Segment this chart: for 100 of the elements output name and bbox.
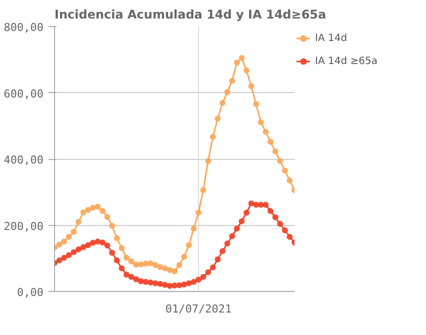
point — [118, 265, 125, 272]
point — [181, 254, 188, 260]
point — [190, 278, 197, 285]
point — [85, 207, 92, 214]
point — [253, 202, 260, 208]
point — [152, 280, 158, 286]
point — [262, 202, 269, 208]
point — [128, 274, 134, 280]
point — [268, 208, 274, 214]
point — [229, 233, 236, 240]
point — [272, 214, 278, 220]
point — [162, 265, 168, 272]
point — [229, 78, 236, 84]
point — [66, 234, 72, 240]
point — [166, 282, 173, 289]
point — [114, 257, 120, 264]
point — [200, 187, 206, 194]
point — [205, 158, 212, 164]
point — [238, 218, 245, 224]
point — [56, 257, 62, 264]
point — [90, 204, 96, 211]
point — [282, 227, 288, 234]
point — [100, 239, 106, 246]
y-tick-label: 600,00 — [4, 87, 44, 100]
point — [80, 244, 86, 250]
point — [133, 262, 140, 268]
point — [234, 60, 240, 66]
point — [220, 248, 226, 254]
point — [244, 210, 250, 216]
point — [220, 100, 226, 106]
point — [248, 83, 254, 90]
point — [76, 246, 82, 252]
point — [224, 240, 230, 246]
point — [56, 241, 62, 248]
point — [148, 260, 154, 266]
point — [214, 116, 221, 122]
point — [272, 148, 278, 154]
point — [90, 240, 96, 246]
y-tick-label: 0,00 — [17, 286, 44, 299]
point — [186, 280, 192, 286]
point — [80, 209, 86, 216]
point — [128, 258, 134, 264]
point — [157, 264, 164, 270]
x-tick-label: 01/07/2021 — [165, 302, 232, 316]
point — [94, 204, 101, 210]
point — [277, 220, 284, 227]
point — [109, 250, 116, 256]
point — [196, 210, 202, 216]
point — [210, 134, 216, 140]
point — [133, 276, 140, 282]
point — [162, 282, 168, 288]
point — [248, 200, 254, 206]
point — [210, 264, 216, 270]
legend-label: IA 14d — [315, 32, 348, 44]
chart-title: Incidencia Acumulada 14d y IA 14d≥65a — [54, 8, 326, 22]
point — [166, 266, 173, 273]
point — [124, 272, 130, 278]
point — [258, 119, 264, 126]
point — [176, 262, 182, 268]
point — [224, 89, 230, 96]
point — [186, 242, 192, 248]
point — [70, 228, 77, 235]
point — [100, 208, 106, 214]
point — [238, 54, 245, 61]
point — [157, 280, 164, 287]
point — [190, 226, 197, 232]
point — [268, 138, 274, 145]
point — [104, 214, 110, 220]
point — [282, 168, 288, 174]
point — [286, 178, 293, 184]
point — [94, 238, 101, 244]
point — [244, 68, 250, 74]
legend-label: IA 14d ≥65a — [315, 56, 378, 66]
point — [76, 218, 82, 225]
point — [234, 226, 240, 232]
point — [181, 282, 188, 288]
point — [148, 280, 154, 286]
point — [172, 282, 178, 289]
point — [138, 261, 144, 268]
point — [152, 262, 158, 268]
point — [277, 158, 284, 164]
point — [114, 235, 120, 242]
point — [142, 278, 149, 285]
point — [61, 238, 68, 244]
y-tick-label: 800,00 — [4, 21, 44, 34]
point — [124, 254, 130, 261]
point — [66, 252, 72, 258]
point — [214, 256, 221, 262]
point — [85, 242, 92, 248]
point — [262, 128, 269, 135]
point — [70, 249, 77, 256]
point — [109, 222, 116, 229]
point — [253, 101, 260, 108]
point — [104, 242, 110, 248]
point — [196, 276, 202, 283]
point — [286, 234, 293, 240]
point — [172, 268, 178, 274]
point — [61, 254, 68, 261]
point — [200, 274, 206, 280]
y-tick-label: 400,00 — [4, 154, 44, 166]
